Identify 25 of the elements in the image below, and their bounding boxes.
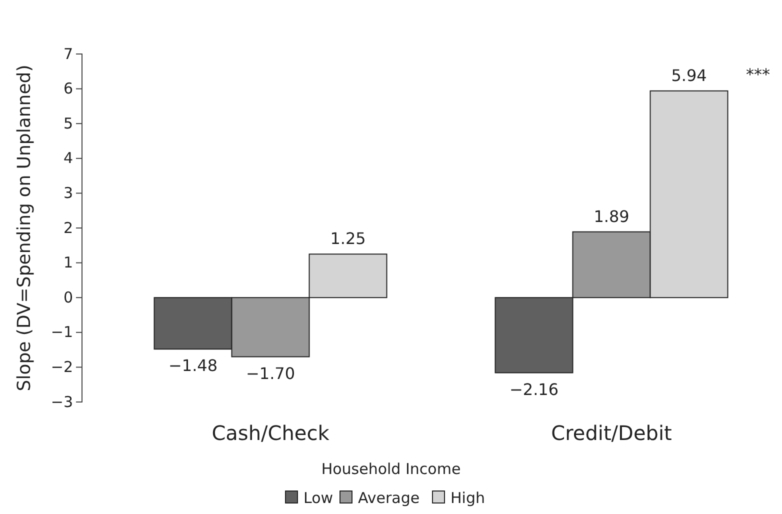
data-label: −1.70 <box>246 364 296 383</box>
legend-label: High <box>450 489 485 507</box>
y-tick-label: 7 <box>63 44 73 63</box>
y-tick-label: 4 <box>63 149 73 168</box>
y-tick-label: 0 <box>63 288 73 306</box>
y-tick-label: −2 <box>50 358 73 376</box>
y-tick-label: 5 <box>63 114 73 132</box>
x-tick-label: Credit/Debit <box>551 421 672 445</box>
x-tick-label: Cash/Check <box>212 421 330 445</box>
data-label: 5.94 <box>671 66 707 85</box>
y-tick-label: −3 <box>50 392 73 411</box>
data-label: −1.48 <box>168 356 218 376</box>
legend-label: Average <box>358 489 420 507</box>
data-label: 1.25 <box>330 229 366 248</box>
y-axis-title: Slope (DV=Spending on Unplanned) <box>14 64 35 392</box>
y-tick-label: 1 <box>63 254 73 272</box>
legend-title: Household Income <box>321 460 461 478</box>
legend-label: Low <box>304 489 334 507</box>
y-tick-label: 2 <box>63 218 73 237</box>
data-label: 1.89 <box>594 206 630 226</box>
data-label: −2.16 <box>509 380 559 399</box>
y-tick-label: 3 <box>63 184 73 202</box>
y-tick-label: 6 <box>63 80 73 98</box>
annotation: *** <box>746 65 770 84</box>
y-tick-label: −1 <box>50 323 73 342</box>
